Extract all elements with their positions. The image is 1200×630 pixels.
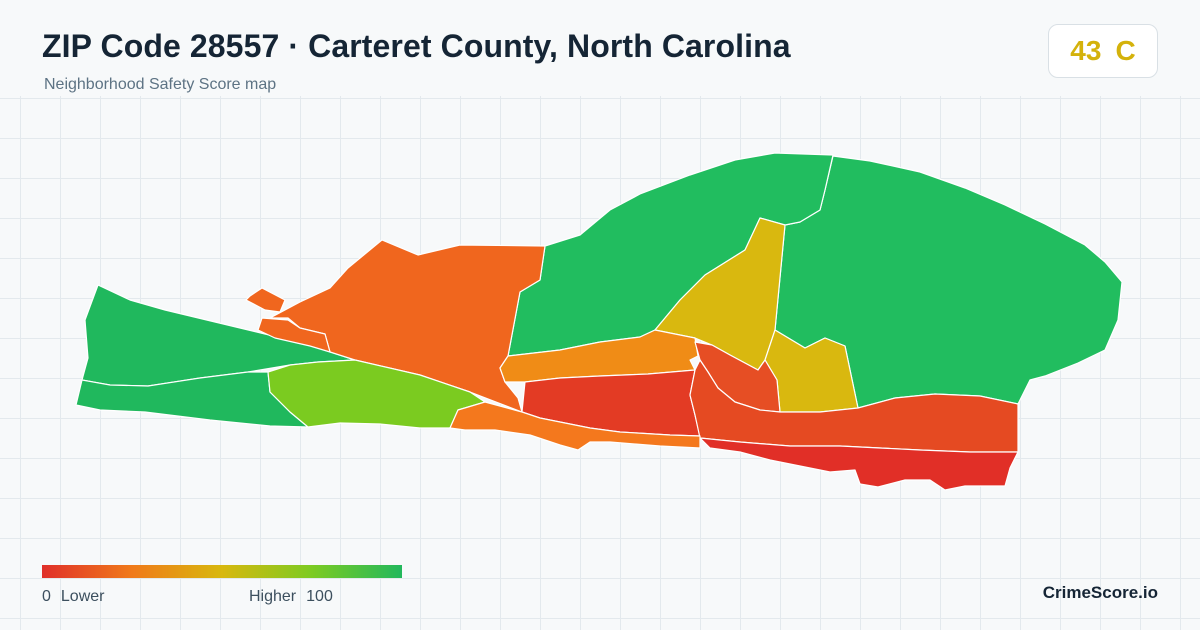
legend-max-value: 100	[306, 588, 333, 605]
legend-high-label: Higher 100	[249, 588, 333, 606]
page-title: ZIP Code 28557 · Carteret County, North …	[42, 28, 791, 64]
southeast-red-area[interactable]	[699, 437, 1019, 491]
brand-logo-text[interactable]: CrimeScore.io	[1042, 583, 1158, 602]
header-background	[0, 0, 1200, 96]
south-orange-strip-area[interactable]	[449, 401, 701, 451]
legend-min-label: Lower	[60, 588, 105, 605]
small-orange-area[interactable]	[245, 287, 331, 353]
safety-grade-badge: 43 C	[1048, 24, 1158, 78]
legend-low-label: 0 Lower	[42, 588, 114, 606]
page-subtitle: Neighborhood Safety Score map	[44, 76, 277, 93]
central-orange-strip-area[interactable]	[499, 329, 699, 383]
legend-color-scale	[42, 565, 402, 578]
legend-max-label: Higher	[249, 588, 297, 605]
legend-min-value: 0	[42, 588, 51, 605]
safety-grade-letter: C	[1115, 35, 1136, 66]
safety-score-value: 43	[1070, 35, 1102, 66]
